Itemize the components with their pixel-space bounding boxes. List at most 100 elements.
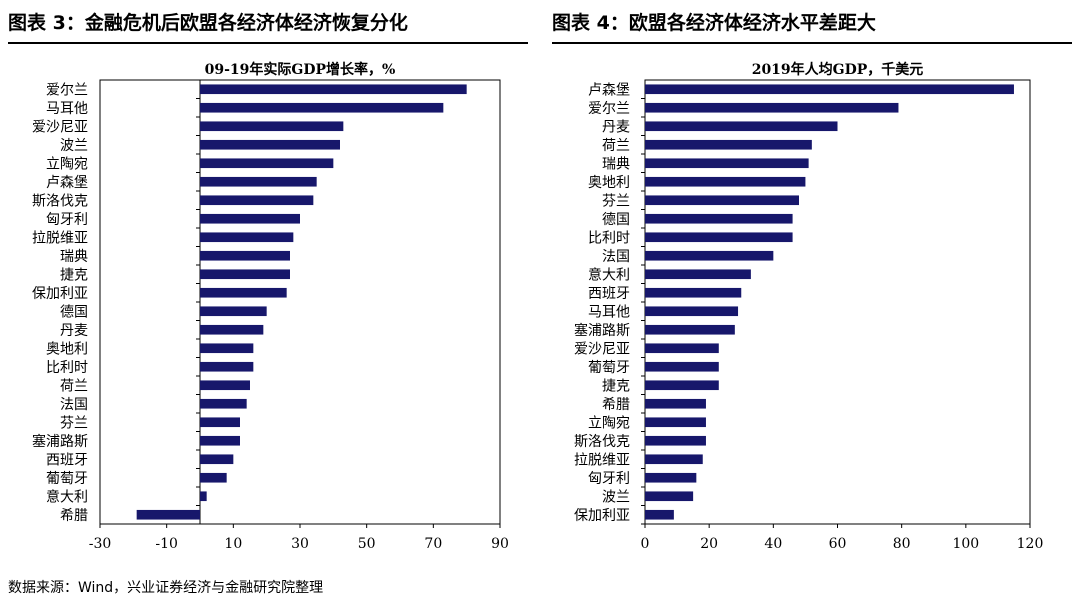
bar-24 xyxy=(136,509,200,520)
x-tick-label: -10 xyxy=(155,536,178,552)
bar-3 xyxy=(645,121,838,132)
x-tick-label: 0 xyxy=(641,536,650,552)
figure-4-title: 图表 4：欧盟各经济体经济水平差距大 xyxy=(552,12,876,34)
category-label: 立陶宛 xyxy=(46,156,88,172)
category-label: 奥地利 xyxy=(46,340,88,357)
category-label: 捷克 xyxy=(60,267,88,283)
category-label: 捷克 xyxy=(602,378,630,394)
category-label: 瑞典 xyxy=(602,156,630,172)
bar-17 xyxy=(645,380,719,391)
chart-title: 2019年人均GDP，千美元 xyxy=(752,61,924,78)
category-label: 西班牙 xyxy=(588,286,630,302)
category-label: 塞浦路斯 xyxy=(574,322,630,339)
category-label: 瑞典 xyxy=(60,249,88,265)
bar-20 xyxy=(200,435,240,446)
category-label: 法国 xyxy=(60,397,88,413)
bar-12 xyxy=(200,287,287,298)
category-label: 塞浦路斯 xyxy=(32,433,88,450)
bar-8 xyxy=(200,213,300,224)
bar-1 xyxy=(645,84,1014,95)
category-label: 卢森堡 xyxy=(588,82,630,98)
category-label: 芬兰 xyxy=(60,415,88,431)
bar-7 xyxy=(200,195,314,206)
bar-12 xyxy=(645,287,742,298)
category-label: 意大利 xyxy=(588,266,630,283)
category-label: 马耳他 xyxy=(46,101,88,117)
bar-11 xyxy=(200,269,290,280)
category-label: 希腊 xyxy=(60,508,88,524)
bar-16 xyxy=(200,361,254,372)
bar-5 xyxy=(200,158,334,169)
bar-4 xyxy=(645,139,812,150)
bar-23 xyxy=(645,491,694,502)
x-tick-label: 90 xyxy=(491,536,509,552)
category-label: 斯洛伐克 xyxy=(32,193,88,209)
category-label: 保加利亚 xyxy=(574,508,630,524)
bar-22 xyxy=(645,472,697,483)
bar-5 xyxy=(645,158,809,169)
bar-21 xyxy=(200,454,234,465)
category-label: 爱尔兰 xyxy=(46,82,88,98)
category-label: 立陶宛 xyxy=(588,415,630,431)
bar-23 xyxy=(200,491,207,502)
figure-3-title-rule xyxy=(8,42,528,44)
gdp-growth-chart: 09-19年实际GDP增长率，% 爱尔兰 马耳他 爱沙尼亚 波兰 立陶宛 卢森堡 斯洛伐克 匈牙… xyxy=(0,50,540,570)
bar-17 xyxy=(200,380,250,391)
bar-15 xyxy=(645,343,719,354)
bar-9 xyxy=(645,232,793,243)
x-tick-label: 80 xyxy=(893,536,911,552)
category-label: 波兰 xyxy=(60,138,88,154)
category-label: 荷兰 xyxy=(602,138,630,154)
bar-8 xyxy=(645,213,793,224)
category-label: 爱沙尼亚 xyxy=(32,119,88,135)
category-label: 芬兰 xyxy=(602,193,630,209)
category-label: 葡萄牙 xyxy=(46,471,88,487)
bar-22 xyxy=(200,472,227,483)
source-note: 数据来源：Wind，兴业证券经济与金融研究院整理 xyxy=(8,580,324,596)
category-label: 丹麦 xyxy=(602,119,630,135)
x-tick-label: 50 xyxy=(358,536,376,552)
category-label: 葡萄牙 xyxy=(588,360,630,376)
chart-title: 09-19年实际GDP增长率，% xyxy=(205,61,396,78)
category-label: 匈牙利 xyxy=(46,212,88,228)
bar-19 xyxy=(200,417,240,428)
category-label: 拉脱维亚 xyxy=(574,452,630,468)
bar-13 xyxy=(200,306,267,317)
bar-21 xyxy=(645,454,703,465)
x-tick-label: 100 xyxy=(952,536,979,552)
bar-16 xyxy=(645,361,719,372)
bar-2 xyxy=(645,102,899,113)
bar-15 xyxy=(200,343,254,354)
bar-6 xyxy=(200,176,317,187)
category-label: 丹麦 xyxy=(60,323,88,339)
x-tick-label: 60 xyxy=(829,536,847,552)
bar-2 xyxy=(200,102,444,113)
gdp-per-capita-chart-svg: 2019年人均GDP，千美元卢森堡爱尔兰丹麦荷兰瑞典奥地利芬兰德国比利时法国意大… xyxy=(574,61,1044,552)
category-label: 爱尔兰 xyxy=(588,101,630,117)
category-label: 西班牙 xyxy=(46,452,88,468)
bar-4 xyxy=(200,139,340,150)
gdp-growth-chart-svg: 09-19年实际GDP增长率，% 爱尔兰马耳他爱沙尼亚波兰立陶宛卢森堡斯洛伐克匈牙… xyxy=(32,61,509,552)
category-label: 比利时 xyxy=(46,360,88,376)
bar-7 xyxy=(645,195,799,206)
category-label: 马耳他 xyxy=(588,304,630,320)
bar-10 xyxy=(200,250,290,261)
x-tick-label: 70 xyxy=(424,536,442,552)
x-tick-label: 120 xyxy=(1017,536,1044,552)
category-label: 希腊 xyxy=(602,397,630,413)
category-label: 德国 xyxy=(60,304,88,320)
bar-20 xyxy=(645,435,706,446)
bar-19 xyxy=(645,417,706,428)
bar-1 xyxy=(200,84,467,95)
bar-14 xyxy=(645,324,735,335)
category-label: 匈牙利 xyxy=(588,471,630,487)
gdp-per-capita-chart: 2019年人均GDP，千美元 卢森堡 爱尔兰 丹麦 荷兰 瑞典 奥地利 芬兰 德国 比利时 法国 意大… xyxy=(540,50,1080,570)
category-label: 法国 xyxy=(602,249,630,265)
figure-4-title-rule xyxy=(552,42,1072,44)
category-label: 爱沙尼亚 xyxy=(574,341,630,357)
x-tick-label: -30 xyxy=(89,536,112,552)
category-label: 斯洛伐克 xyxy=(574,434,630,450)
bar-6 xyxy=(645,176,806,187)
category-label: 保加利亚 xyxy=(32,286,88,302)
category-label: 波兰 xyxy=(602,489,630,505)
